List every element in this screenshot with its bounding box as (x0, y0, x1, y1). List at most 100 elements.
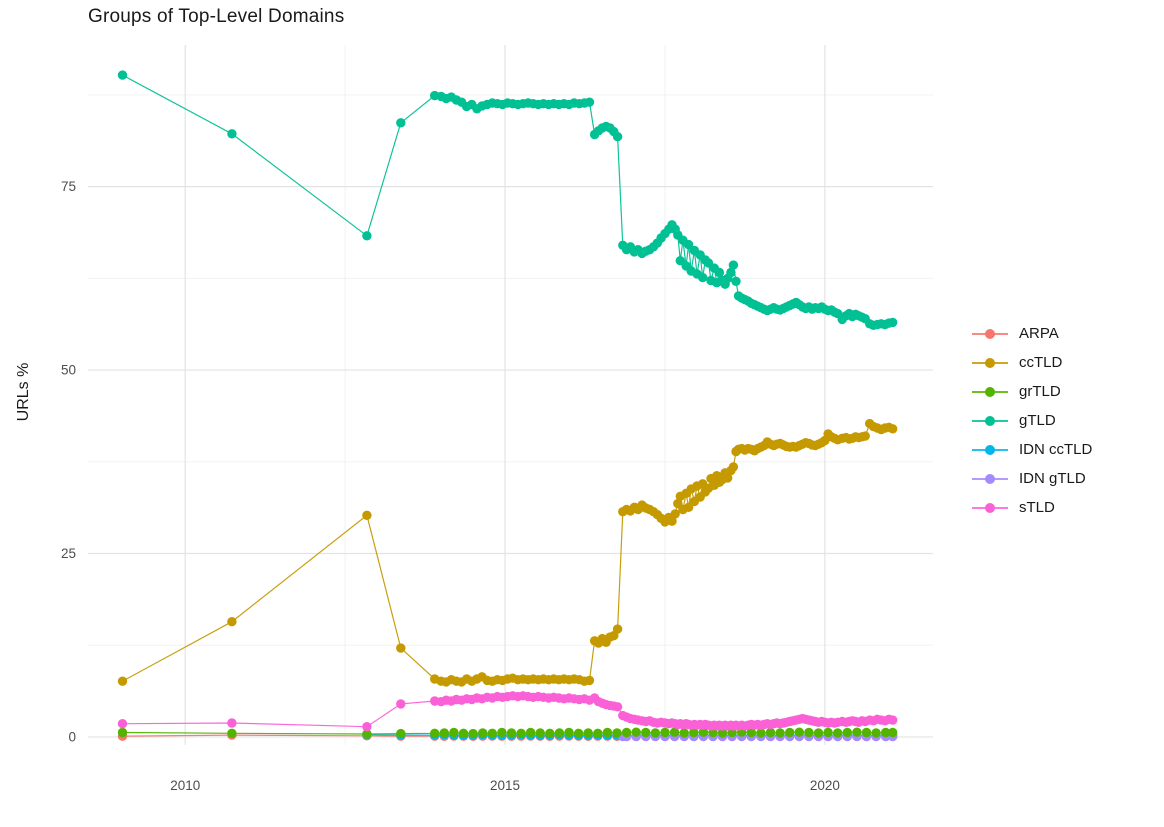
data-point (670, 509, 680, 519)
data-point (861, 727, 872, 738)
data-point (117, 719, 128, 729)
data-point (842, 727, 852, 738)
legend-dot-icon (985, 473, 995, 484)
data-point (535, 728, 545, 738)
data-point (439, 728, 449, 738)
data-point (478, 728, 488, 738)
data-point (362, 722, 372, 732)
data-point (117, 727, 128, 738)
legend-dot-icon (985, 502, 995, 513)
legend-item-label: gTLD (1019, 412, 1056, 429)
data-point (804, 727, 814, 738)
data-point (430, 728, 440, 738)
data-point (683, 502, 694, 512)
data-point (852, 727, 862, 737)
data-point (396, 643, 406, 653)
data-point (888, 317, 898, 328)
data-point (746, 727, 756, 738)
data-point (227, 617, 237, 627)
legend-item-label: sTLD (1019, 499, 1055, 516)
data-point (227, 718, 237, 728)
legend-key-icon (972, 415, 1008, 427)
data-point (506, 728, 517, 738)
data-point (227, 728, 237, 738)
legend-item-gtld: gTLD (972, 406, 1092, 435)
data-point (487, 728, 497, 738)
data-point (612, 728, 622, 738)
x-tick-label: 2010 (170, 778, 200, 793)
legend-item-stld: sTLD (972, 493, 1092, 522)
data-point (660, 727, 670, 738)
data-point (362, 510, 372, 520)
data-point (525, 727, 536, 738)
legend-dot-icon (985, 444, 995, 455)
y-tick-label: 0 (68, 729, 76, 744)
data-point (871, 728, 881, 738)
data-point (612, 702, 623, 712)
legend-item-cctld: ccTLD (972, 348, 1092, 377)
legend-key-icon (972, 357, 1008, 369)
data-point (396, 118, 406, 128)
data-point (683, 239, 694, 250)
data-point (458, 728, 469, 738)
data-point (813, 728, 824, 738)
data-point (396, 728, 406, 739)
data-point (669, 727, 680, 737)
x-tick-label: 2015 (490, 778, 520, 793)
data-point (362, 729, 372, 739)
legend-item-idn-gtld: IDN gTLD (972, 464, 1092, 493)
legend-item-label: ccTLD (1019, 354, 1063, 371)
series-points-cctld (117, 418, 898, 687)
data-point (584, 675, 595, 686)
data-point (564, 727, 574, 738)
data-point (612, 132, 623, 142)
data-point (362, 231, 372, 241)
data-point (823, 727, 833, 738)
data-point (860, 431, 870, 441)
data-point (888, 424, 898, 434)
legend-key-icon (972, 444, 1008, 456)
data-point (888, 715, 898, 725)
data-point (631, 727, 641, 737)
y-tick-label: 25 (61, 546, 76, 561)
data-point (516, 728, 526, 738)
data-point (650, 728, 661, 738)
data-point (667, 516, 677, 526)
data-point (833, 728, 843, 738)
data-point (593, 728, 603, 738)
data-point (612, 624, 623, 634)
data-point (888, 727, 898, 738)
data-point (573, 728, 584, 738)
legend-item-label: grTLD (1019, 383, 1061, 400)
y-tick-label: 50 (61, 363, 76, 378)
data-point (728, 260, 739, 270)
legend-dot-icon (985, 357, 995, 368)
series-line-gtld (122, 74, 893, 326)
series-line-cctld (122, 422, 893, 683)
data-point (698, 272, 708, 283)
data-point (497, 727, 507, 738)
data-point (583, 728, 593, 738)
data-point (756, 728, 766, 738)
data-point (785, 727, 795, 738)
data-point (468, 728, 478, 739)
data-point (765, 727, 776, 738)
data-point (602, 727, 613, 738)
data-point (698, 727, 709, 737)
legend-key-icon (972, 386, 1008, 398)
legend-item-arpa: ARPA (972, 319, 1092, 348)
series-points-gtld (117, 70, 898, 330)
data-point (775, 728, 785, 738)
data-point (641, 727, 651, 738)
data-point (689, 727, 699, 738)
data-point (584, 97, 595, 107)
legend: ARPA ccTLD grTLD gTLD IDN ccTLD IDN gTLD sTLD (972, 319, 1092, 522)
series-points-stld (117, 691, 898, 732)
legend-item-label: ARPA (1019, 325, 1059, 342)
legend-item-label: IDN gTLD (1019, 470, 1086, 487)
legend-dot-icon (985, 386, 995, 397)
data-point (679, 728, 689, 738)
data-point (723, 473, 733, 483)
